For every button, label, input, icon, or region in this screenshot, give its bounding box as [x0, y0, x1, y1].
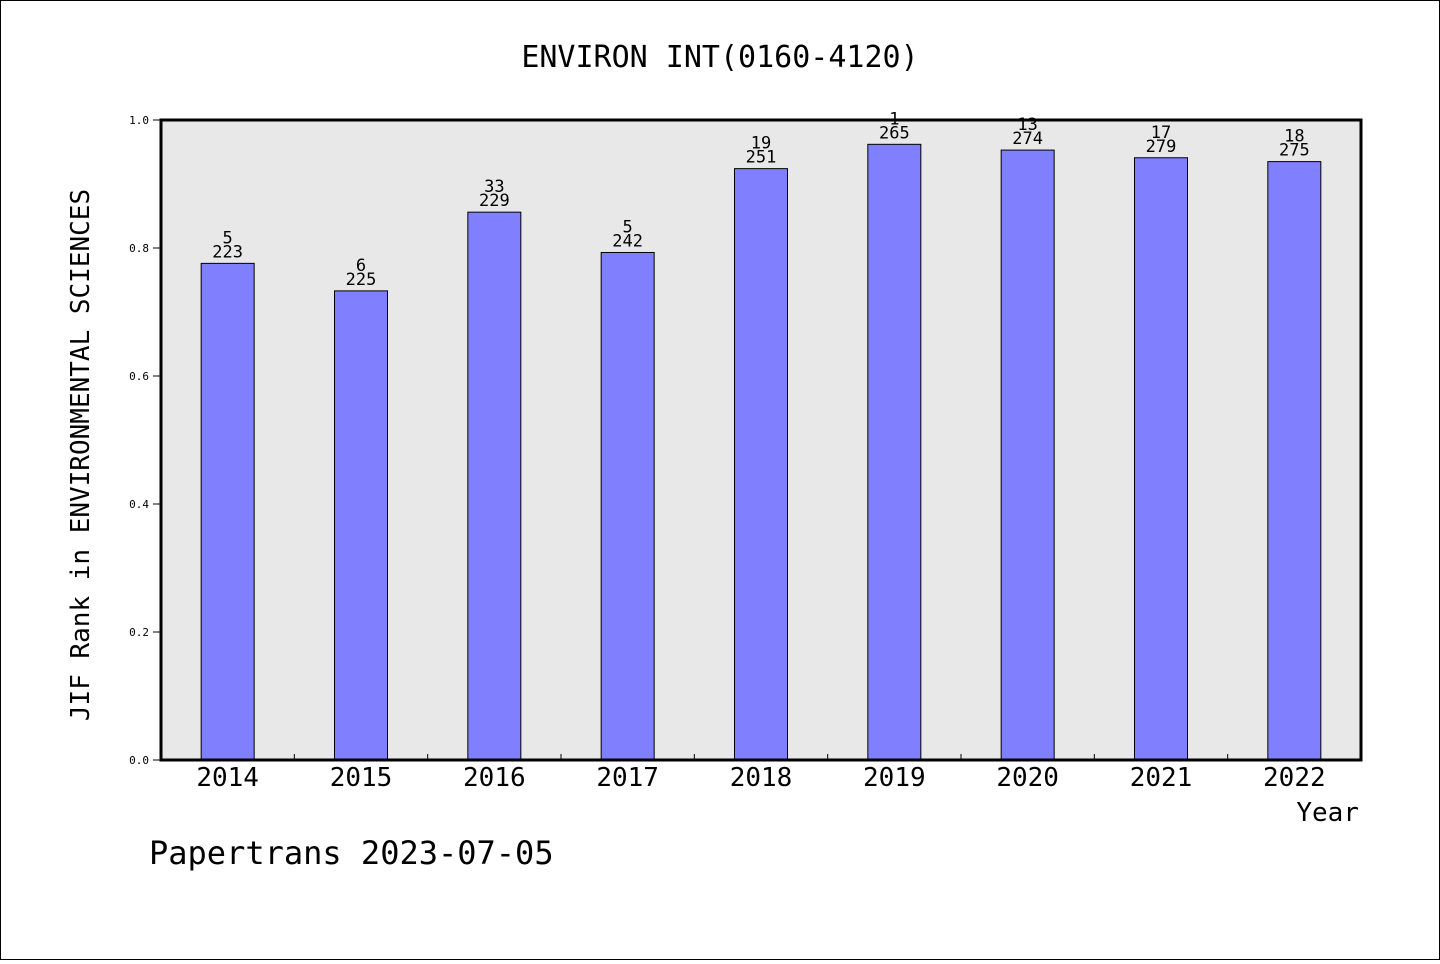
bar-2019: [867, 143, 922, 761]
bar-total-label: 251: [746, 148, 777, 168]
bar-2015: [334, 290, 388, 761]
y-tick-label: 0.6: [129, 370, 149, 383]
x-tick-label: 2018: [730, 763, 793, 793]
y-tick-label: 0.8: [129, 242, 149, 255]
bar-2022: [1267, 161, 1322, 761]
bar-2018: [734, 168, 788, 761]
bar-2014: [200, 262, 255, 761]
y-tick-label: 0.4: [129, 498, 149, 511]
bar-2021: [1134, 157, 1188, 761]
x-tick-label: 2021: [1130, 763, 1193, 793]
x-tick-label: 2014: [196, 763, 259, 793]
chart-title: ENVIRON INT(0160-4120): [521, 40, 918, 75]
bar-rank-label: 33: [484, 177, 504, 197]
bar-2016: [467, 211, 522, 761]
footer-text: Papertrans 2023-07-05: [149, 834, 554, 872]
bar-total-label: 279: [1146, 137, 1177, 157]
bar-total-label: 274: [1012, 129, 1043, 149]
bar-rank-label: 5: [223, 228, 233, 248]
bar-total-label: 275: [1279, 141, 1310, 161]
y-tick-label: 1.0: [129, 114, 149, 127]
x-tick-label: 2020: [996, 763, 1059, 793]
x-tick-label: 2022: [1263, 763, 1326, 793]
x-tick-label: 2016: [463, 763, 526, 793]
x-tick-label: 2019: [863, 763, 926, 793]
x-axis-label: Year: [1296, 798, 1359, 828]
bar-rank-label: 6: [356, 256, 366, 276]
ticks-group: 2014 2015 2016 2017 2018 2019 2020 2021 2022 0.0 0…: [129, 114, 1326, 793]
x-tick-label: 2017: [596, 763, 659, 793]
y-tick-label: 0.2: [129, 626, 149, 639]
plot-border: [159, 118, 1363, 762]
x-tick-label: 2015: [330, 763, 393, 793]
bar-total-label: 223: [212, 242, 243, 262]
bar-total-label: 229: [479, 191, 510, 211]
bar-2017: [600, 251, 655, 761]
y-axis-label: JIF Rank in ENVIRONMENTAL SCIENCES: [66, 189, 96, 721]
bar-total-label: 242: [612, 231, 643, 251]
y-tick-label: 0.0: [129, 754, 149, 767]
bar-2020: [1000, 149, 1055, 761]
bar-total-label: 225: [346, 270, 377, 290]
bar-total-label: 265: [879, 123, 910, 143]
bar-rank-label: 18: [1284, 127, 1304, 147]
bar-rank-label: 5: [623, 217, 633, 237]
bar-rank-label: 19: [751, 134, 771, 154]
bar-rank-label: 17: [1151, 123, 1171, 143]
